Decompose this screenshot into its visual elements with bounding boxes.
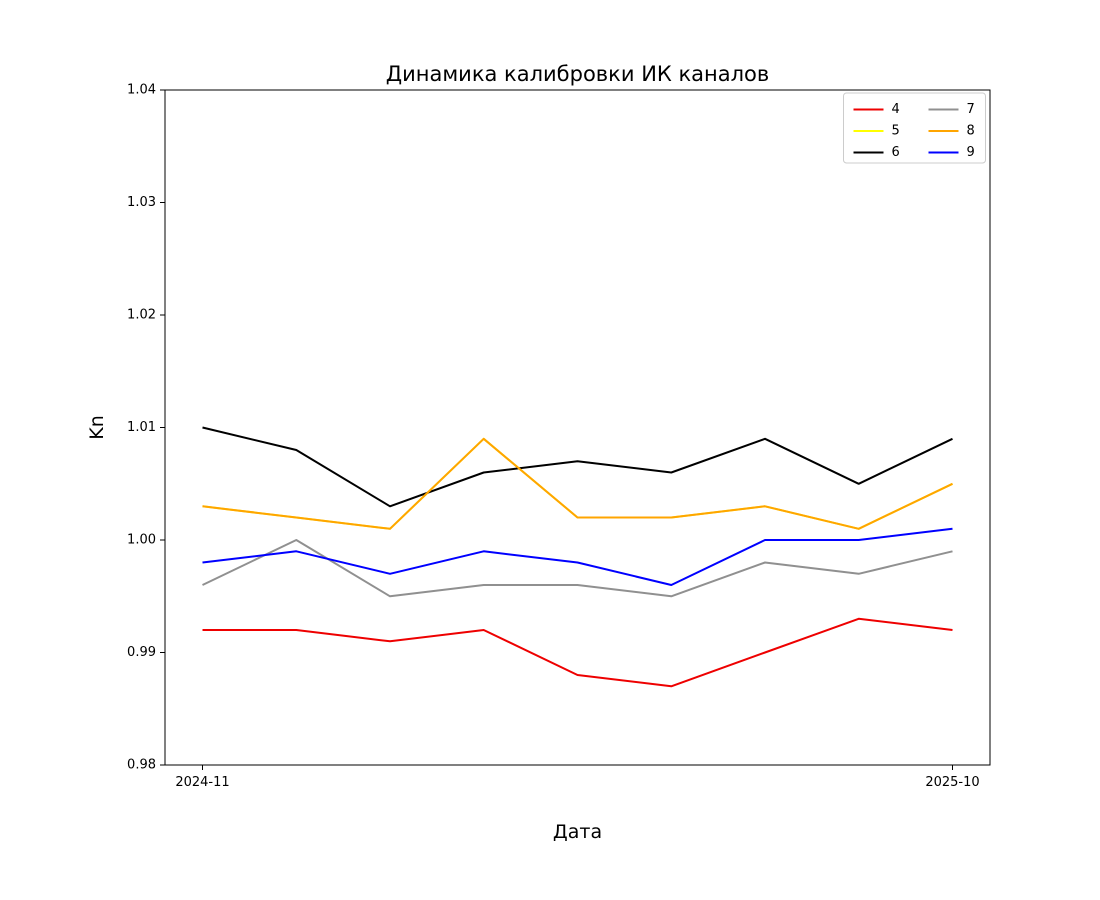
legend-label-4: 4 [892, 102, 900, 117]
chart-title: Динамика калибровки ИК каналов [386, 62, 770, 86]
y-tick-label: 0.98 [127, 758, 156, 773]
y-tick-label: 0.99 [127, 645, 156, 660]
legend-label-5: 5 [892, 124, 900, 139]
legend-label-9: 9 [967, 145, 975, 160]
legend-label-8: 8 [967, 124, 975, 139]
series-line-8 [202, 437, 953, 530]
series-line-9 [202, 527, 953, 586]
plot-area: 0.98 0.99 1.00 1.01 1.02 1.03 1.04 2024-11 2025-… [127, 83, 991, 790]
legend-label-7: 7 [967, 102, 975, 117]
series-line-5 [202, 437, 953, 530]
x-tick-label: 2025-10 [925, 775, 979, 790]
y-axis-label: Kn [86, 415, 108, 440]
y-tick-label: 1.02 [127, 308, 156, 323]
series-line-6 [202, 426, 953, 508]
y-tick-label: 1.01 [127, 420, 156, 435]
axes-spines [164, 89, 991, 766]
x-tick-label: 2024-11 [175, 775, 229, 790]
series-line-7 [202, 539, 953, 598]
legend: 4 5 6 7 8 9 [843, 92, 986, 164]
series-line-4 [202, 617, 953, 688]
y-tick-label: 1.03 [127, 195, 156, 210]
legend-label-6: 6 [892, 145, 900, 160]
x-axis-label: Дата [553, 821, 602, 843]
y-tick-label: 1.04 [127, 83, 156, 98]
y-tick-label: 1.00 [127, 533, 156, 548]
